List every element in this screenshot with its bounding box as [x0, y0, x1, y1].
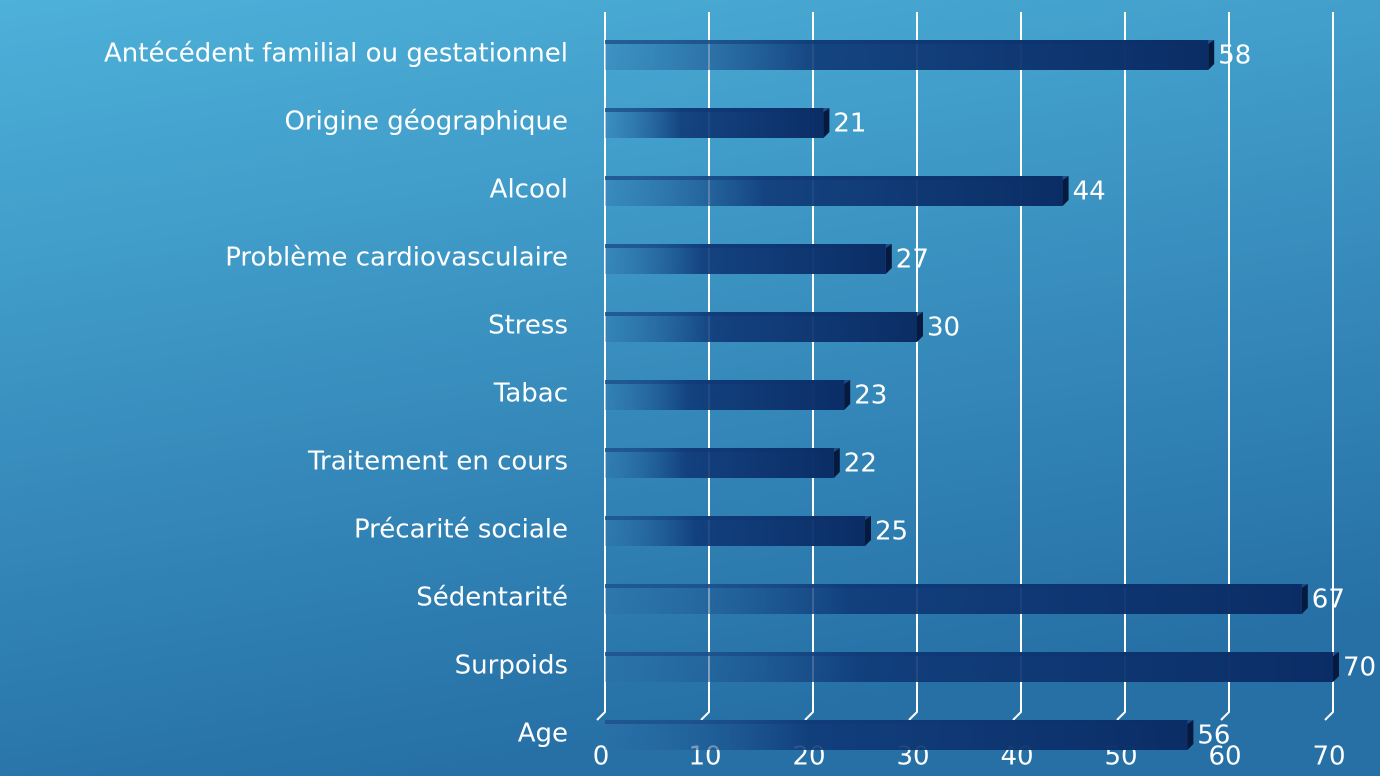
bar [605, 244, 886, 274]
bar-side [823, 108, 830, 138]
y-tick-label: Problème cardiovasculaire [225, 243, 568, 273]
bar [605, 176, 1063, 206]
bar [605, 108, 824, 138]
bar-side [1208, 40, 1215, 70]
bar-side [865, 516, 871, 546]
y-tick-label: Traitement en cours [307, 447, 568, 477]
value-label: 30 [927, 313, 960, 343]
value-label: 44 [1073, 177, 1106, 207]
bar [605, 312, 917, 342]
y-tick-label: Antécédent familial ou gestationnel [104, 39, 568, 69]
value-label: 25 [875, 517, 908, 547]
bar-side [844, 380, 851, 410]
value-label: 23 [854, 381, 887, 411]
y-tick-label: Tabac [493, 379, 568, 409]
value-label: 22 [844, 449, 877, 479]
y-tick-label: Origine géographique [284, 107, 568, 137]
value-label: 21 [833, 109, 866, 139]
bar [605, 720, 1188, 750]
grid-line [908, 12, 918, 721]
y-tick-label: Alcool [490, 175, 568, 205]
y-tick-label: Surpoids [455, 651, 568, 681]
y-tick-label: Sédentarité [416, 583, 568, 613]
grid-line [1116, 12, 1126, 721]
value-label: 56 [1197, 721, 1230, 751]
value-label: 67 [1312, 585, 1345, 615]
bar-side [1333, 652, 1339, 682]
bar [605, 40, 1209, 70]
bar-side [917, 312, 923, 342]
bar-side [1301, 584, 1308, 614]
grid-line [1324, 12, 1334, 721]
value-label: 70 [1343, 653, 1376, 683]
y-tick-label: Précarité sociale [354, 515, 568, 545]
bar-side [1062, 176, 1069, 206]
bar-side [1187, 720, 1194, 750]
value-label: 58 [1218, 41, 1251, 71]
bar-side [885, 244, 892, 274]
bar [605, 652, 1333, 682]
x-tick-label: 70 [1312, 742, 1345, 772]
y-tick-label: Stress [488, 311, 568, 341]
bar [605, 584, 1302, 614]
bar [605, 380, 845, 410]
x-tick-label: 60 [1208, 742, 1241, 772]
value-label: 27 [896, 245, 929, 275]
grid-line [1220, 12, 1230, 721]
bar-side [833, 448, 840, 478]
y-tick-label: Age [518, 719, 568, 749]
bar [605, 516, 865, 546]
grid-line [1012, 12, 1022, 721]
bar [605, 448, 834, 478]
